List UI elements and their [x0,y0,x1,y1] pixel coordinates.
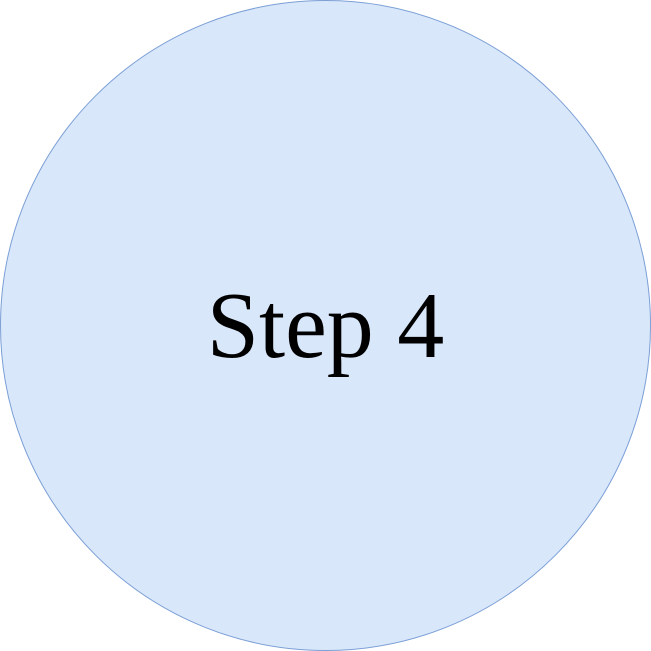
step-label: Step 4 [206,273,445,378]
